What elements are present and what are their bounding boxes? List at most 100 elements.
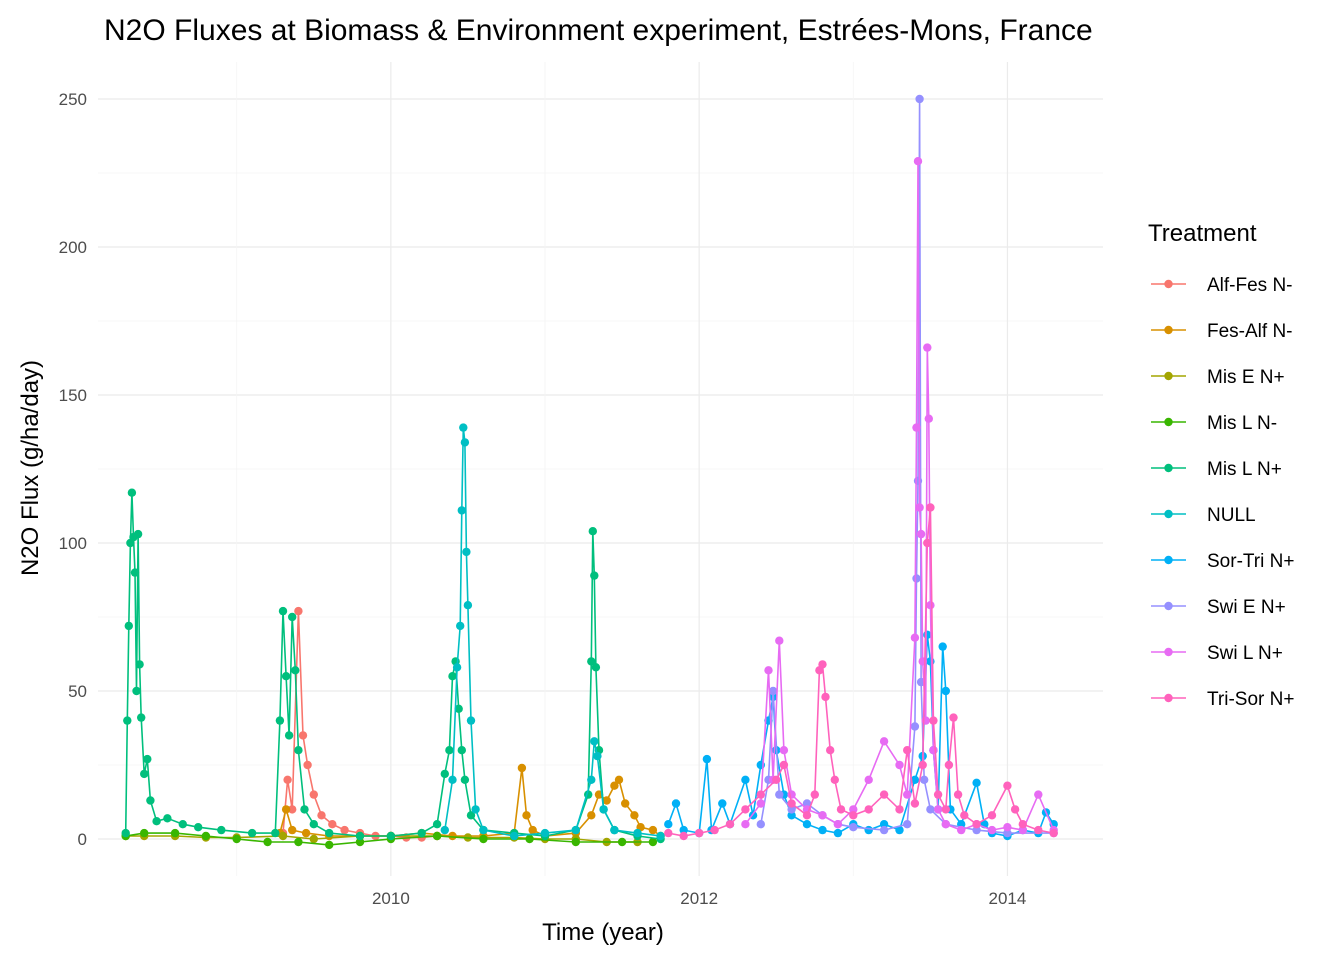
data-point (633, 828, 642, 838)
x-tick-label: 2014 (989, 889, 1027, 908)
legend-label: Swi E N+ (1207, 597, 1286, 618)
data-point (1049, 828, 1058, 838)
legend-label: Tri-Sor N+ (1207, 689, 1294, 710)
data-point (916, 529, 926, 539)
data-point (679, 825, 688, 835)
data-point (779, 746, 789, 755)
data-point (756, 799, 765, 808)
data-point (972, 825, 981, 835)
x-axis: 2010 2012 2014 (372, 889, 1026, 908)
data-point (281, 805, 291, 814)
data-point (448, 672, 457, 681)
x-axis-label: Time (year) (542, 919, 664, 946)
data-point (1010, 805, 1020, 814)
data-point (479, 834, 488, 844)
y-tick-label: 50 (68, 682, 87, 701)
data-point (802, 820, 812, 829)
data-point (656, 831, 665, 841)
data-point (291, 666, 300, 675)
data-point (787, 799, 796, 808)
legend-label: Sor-Tri N+ (1207, 551, 1294, 572)
data-point (779, 760, 789, 770)
data-point (217, 825, 226, 835)
data-point (972, 820, 981, 829)
legend-label: Mis L N+ (1207, 459, 1282, 480)
data-point (864, 825, 873, 835)
data-point (679, 831, 688, 841)
data-point (587, 811, 596, 820)
data-point (309, 790, 318, 799)
data-point (912, 423, 921, 432)
data-point (284, 731, 294, 740)
legend-key-point (1164, 647, 1173, 657)
data-point (903, 790, 912, 799)
series-line (125, 832, 653, 846)
data-point (610, 781, 619, 790)
data-point (671, 799, 681, 808)
data-point (140, 828, 149, 838)
legend-label: Fes-Alf N- (1207, 321, 1293, 342)
legend-label: Alf-Fes N- (1207, 275, 1293, 296)
series-line (124, 492, 661, 840)
legend-label: NULL (1207, 505, 1256, 526)
data-point (933, 790, 943, 799)
data-point (309, 834, 318, 844)
data-point (340, 825, 349, 835)
data-point (915, 94, 924, 104)
data-point (417, 828, 426, 838)
data-point (802, 799, 812, 808)
data-point (328, 820, 337, 829)
data-point (271, 828, 280, 838)
legend-key-point (1164, 371, 1173, 381)
data-point (941, 820, 950, 829)
data-point (462, 547, 471, 557)
y-tick-label: 150 (59, 386, 87, 405)
legend-key-point (1164, 279, 1173, 289)
data-point (903, 820, 912, 829)
data-point (127, 488, 137, 497)
series-line (668, 507, 1054, 837)
data-point (926, 601, 935, 610)
data-point (818, 811, 827, 820)
data-point (130, 568, 140, 577)
series-line (667, 634, 1055, 837)
data-point (941, 805, 950, 814)
data-point (263, 837, 272, 847)
data-point (587, 657, 596, 666)
data-point (525, 834, 534, 844)
data-point (648, 837, 658, 847)
data-point (456, 621, 465, 631)
data-point (864, 775, 873, 784)
chart-title: N2O Fluxes at Biomass & Environment expe… (104, 14, 1093, 47)
data-point (355, 837, 365, 847)
data-point (787, 811, 796, 820)
data-point (944, 760, 954, 770)
data-point (910, 633, 920, 642)
series-group (756, 94, 1058, 838)
data-point (879, 820, 889, 829)
data-point (466, 811, 476, 820)
data-point (571, 825, 580, 835)
data-point (1034, 825, 1043, 835)
data-point (355, 831, 365, 841)
data-point (309, 820, 318, 829)
data-point (163, 814, 172, 823)
data-point (448, 775, 457, 784)
series-group (121, 488, 665, 844)
data-point (810, 790, 819, 799)
grid (98, 62, 1103, 876)
data-point (178, 820, 187, 829)
data-point (170, 828, 180, 838)
data-point (1003, 823, 1012, 832)
legend-key-point (1164, 325, 1173, 335)
data-point (1018, 820, 1027, 829)
data-point (294, 746, 303, 755)
data-point (479, 825, 488, 835)
data-point (895, 760, 904, 770)
data-point (910, 722, 920, 731)
data-point (123, 716, 132, 725)
data-point (247, 828, 257, 838)
data-point (702, 754, 712, 764)
data-point (830, 775, 839, 784)
